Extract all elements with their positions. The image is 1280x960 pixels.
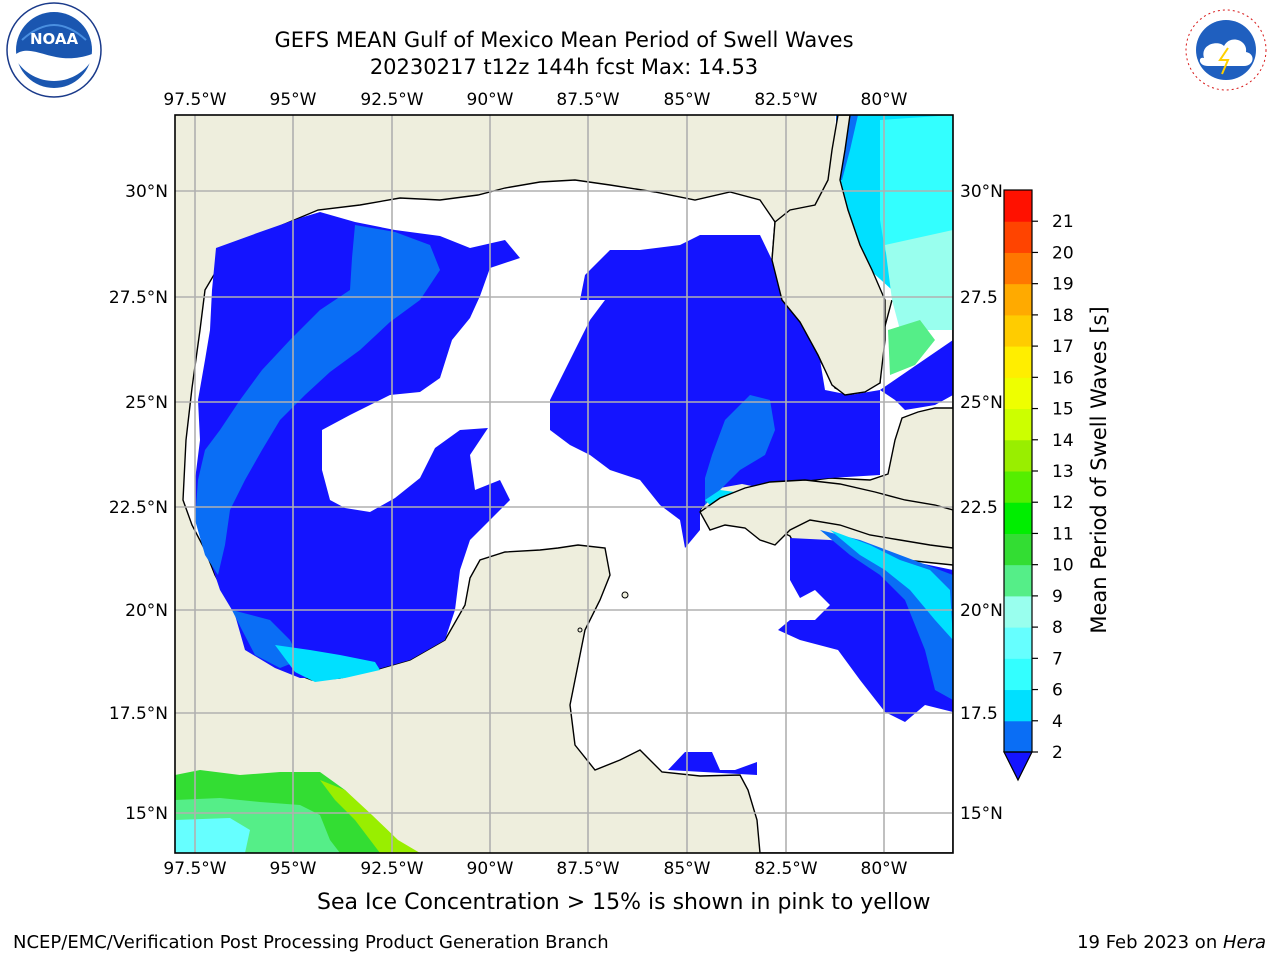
cuba-landmass xyxy=(699,479,953,549)
lon-tick-top: 95°W xyxy=(270,90,317,110)
swell-region-western-gulf xyxy=(195,212,520,678)
lat-tick-left: 15°N xyxy=(125,804,168,824)
colorbar-tick-label: 21 xyxy=(1052,212,1074,232)
swell-region-atlantic-pale xyxy=(885,230,953,330)
colorbar-tick-label: 10 xyxy=(1052,556,1074,576)
lat-tick-right: 22.5 xyxy=(960,498,998,518)
colorbar-tick-label: 19 xyxy=(1052,275,1074,295)
lat-tick-left: 17.5°N xyxy=(109,704,168,724)
colorbar-segment xyxy=(1004,502,1032,534)
colorbar-tick-label: 12 xyxy=(1052,493,1074,513)
colorbar-segment xyxy=(1004,595,1032,628)
lat-tick-left: 22.5°N xyxy=(109,498,168,518)
colorbar-tick-label: 11 xyxy=(1052,524,1074,544)
colorbar-tick-label: 2 xyxy=(1052,743,1063,763)
map-title: GEFS MEAN Gulf of Mexico Mean Period of … xyxy=(274,28,854,52)
lon-tick-top: 82.5°W xyxy=(754,90,817,110)
lat-tick-left: 25°N xyxy=(125,393,168,413)
swell-region-4to6-caribbean xyxy=(830,530,953,640)
map-frame xyxy=(174,114,954,854)
colorbar-label: Mean Period of Swell Waves [s] xyxy=(1087,306,1111,633)
florida-peninsula xyxy=(771,115,886,396)
colorbar-segment xyxy=(1004,408,1032,441)
colorbar-segment xyxy=(1004,252,1032,285)
map-gridlines xyxy=(175,115,953,853)
lat-tick-right: 15°N xyxy=(960,804,1003,824)
lon-tick-top: 85°W xyxy=(664,90,711,110)
colorbar-tick-label: 7 xyxy=(1052,649,1063,669)
lon-tick-bottom: 87.5°W xyxy=(556,859,619,879)
lon-tick-bottom: 80°W xyxy=(861,859,908,879)
colorbar-tick-label: 16 xyxy=(1052,368,1074,388)
colorbar-segment xyxy=(1004,627,1032,659)
swell-region-atlantic-green xyxy=(888,320,935,375)
colorbar-tick-label: 9 xyxy=(1052,587,1063,607)
lon-tick-bottom: 85°W xyxy=(664,859,711,879)
lon-tick-top: 97.5°W xyxy=(163,90,226,110)
colorbar-extend-arrow xyxy=(1003,751,1033,782)
colorbar: 2 4 6 7 8 9 10 11 12 13 14 15 16 17 18 19 20 21 xyxy=(1003,189,1074,782)
lat-tick-right: 25°N xyxy=(960,393,1003,413)
lat-tick-right: 20°N xyxy=(960,601,1003,621)
colorbar-tick-label: 15 xyxy=(1052,400,1074,420)
swell-region-2to4-west xyxy=(195,225,440,575)
colorbar-tick-label: 14 xyxy=(1052,431,1074,451)
colorbar-tick-label: 17 xyxy=(1052,337,1074,357)
lon-tick-top: 90°W xyxy=(467,90,514,110)
colorbar-segment xyxy=(1004,720,1032,753)
lon-tick-bottom: 90°W xyxy=(467,859,514,879)
footer-organization: NCEP/EMC/Verification Post Processing Pr… xyxy=(13,932,609,953)
lon-tick-top: 80°W xyxy=(861,90,908,110)
colorbar-segment xyxy=(1004,471,1032,503)
colorbar-segment xyxy=(1004,439,1032,472)
colorbar-segment xyxy=(1004,283,1032,316)
lon-tick-bottom: 92.5°W xyxy=(360,859,423,879)
colorbar-segment xyxy=(1004,346,1032,378)
colorbar-tick-label: 4 xyxy=(1052,712,1063,732)
footer-date-text: 19 Feb 2023 on xyxy=(1077,932,1223,953)
lon-tick-top: 87.5°W xyxy=(556,90,619,110)
lon-tick-bottom: 82.5°W xyxy=(754,859,817,879)
lat-tick-right: 17.5 xyxy=(960,704,998,724)
map-subtitle: 20230217 t12z 144h fcst Max: 14.53 xyxy=(369,55,759,79)
colorbar-segment xyxy=(1004,658,1032,691)
lat-tick-right: 30°N xyxy=(960,182,1003,202)
footer-date: 19 Feb 2023 on Hera xyxy=(1077,932,1266,953)
colorbar-segment xyxy=(1004,190,1032,222)
colorbar-segment xyxy=(1004,533,1032,566)
lat-tick-left: 27.5°N xyxy=(109,288,168,308)
swell-region-4to6-campeche xyxy=(275,645,380,682)
lat-tick-right: 27.5 xyxy=(960,288,998,308)
colorbar-segment xyxy=(1004,564,1032,597)
colorbar-tick-label: 18 xyxy=(1052,306,1074,326)
colorbar-tick-label: 6 xyxy=(1052,681,1063,701)
swell-region-honduras xyxy=(668,752,757,775)
lon-tick-bottom: 95°W xyxy=(270,859,317,879)
colorbar-segment xyxy=(1004,314,1032,347)
swell-region-florida-keys xyxy=(880,340,953,410)
swell-region-eastern-gulf xyxy=(550,235,880,548)
sea-ice-caption: Sea Ice Concentration > 15% is shown in … xyxy=(317,890,931,915)
colorbar-tick-label: 13 xyxy=(1052,462,1074,482)
colorbar-segment xyxy=(1004,221,1032,253)
colorbar-segment xyxy=(1004,689,1032,722)
lon-tick-bottom: 97.5°W xyxy=(163,859,226,879)
swell-region-pacific-cyan xyxy=(175,818,250,853)
swell-region-pacific-yellow-green xyxy=(320,780,420,853)
colorbar-tick-label: 8 xyxy=(1052,618,1063,638)
lon-tick-top: 92.5°W xyxy=(360,90,423,110)
swell-region-2to4-east xyxy=(705,395,775,505)
footer-machine: Hera xyxy=(1222,932,1266,953)
lat-tick-left: 30°N xyxy=(125,182,168,202)
colorbar-tick-label: 20 xyxy=(1052,243,1074,263)
colorbar-segment xyxy=(1004,377,1032,410)
lat-tick-left: 20°N xyxy=(125,601,168,621)
